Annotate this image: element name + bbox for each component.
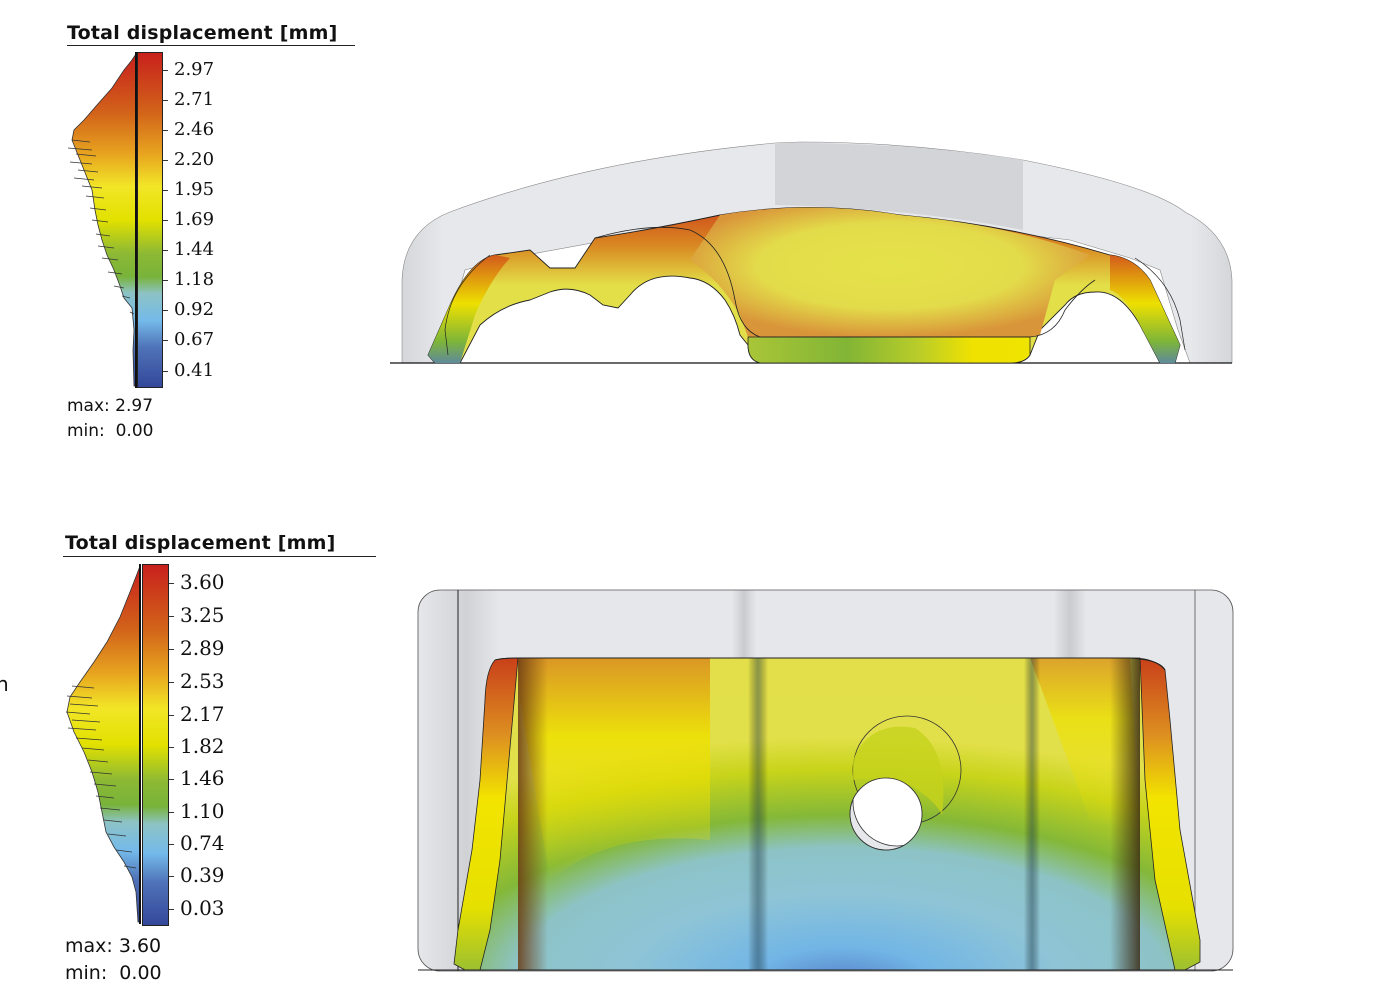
tick-label: 2.46	[174, 119, 215, 140]
right-leg	[1110, 255, 1180, 363]
colorbar	[142, 564, 169, 926]
tick-label: 0.03	[180, 896, 225, 920]
tick	[163, 250, 168, 251]
tick	[169, 682, 174, 683]
tick-label: 3.25	[180, 603, 225, 627]
tick-label: 2.71	[174, 89, 215, 110]
front-view-model	[390, 141, 1233, 364]
tick-label: 1.46	[180, 766, 225, 790]
tick-label: 3.60	[180, 570, 225, 594]
center-region	[690, 207, 1090, 337]
tick-label: 1.18	[174, 269, 215, 290]
tick	[169, 812, 174, 813]
tick	[169, 715, 174, 716]
tick-label: 0.67	[174, 329, 215, 350]
tick-label: 1.69	[174, 209, 215, 230]
tick-label: 2.20	[174, 149, 215, 170]
tick	[163, 70, 168, 71]
tick	[169, 876, 174, 877]
tick-label: 0.92	[174, 299, 215, 320]
tick-label: 0.74	[180, 831, 225, 855]
tick	[169, 747, 174, 748]
tick-label: 2.89	[180, 636, 225, 660]
bottom-band	[747, 336, 1031, 364]
tick	[163, 100, 168, 101]
tick	[169, 616, 174, 617]
legend-title: Total displacement [mm]	[67, 22, 338, 44]
tick	[169, 583, 174, 584]
tick	[169, 779, 174, 780]
tick-label: 1.10	[180, 799, 225, 823]
max-value: max: 3.60	[65, 935, 162, 957]
clipped-text-fragment: n	[0, 672, 9, 696]
max-value: max: 2.97	[67, 396, 154, 416]
distribution-histogram	[67, 52, 137, 388]
left-leg	[428, 255, 510, 363]
legend-title-underline	[67, 45, 355, 46]
tick	[163, 220, 168, 221]
tick-label: 1.44	[174, 239, 215, 260]
tick	[163, 160, 168, 161]
tick	[163, 280, 168, 281]
legend-title-underline	[63, 556, 376, 557]
tick	[163, 310, 168, 311]
tick-label: 0.39	[180, 863, 225, 887]
tick-label: 2.53	[180, 669, 225, 693]
colorbar	[137, 52, 163, 388]
tick	[169, 649, 174, 650]
tick-label: 1.95	[174, 179, 215, 200]
distribution-histogram	[65, 564, 141, 924]
tick-label: 2.97	[174, 59, 215, 80]
nominal-shell	[401, 141, 1233, 364]
tick	[169, 909, 174, 910]
tick	[163, 340, 168, 341]
top-view-model	[417, 589, 1234, 972]
tick	[163, 190, 168, 191]
min-value: min: 0.00	[67, 421, 154, 441]
legend-title: Total displacement [mm]	[65, 532, 336, 554]
tick	[169, 844, 174, 845]
tick-label: 2.17	[180, 702, 225, 726]
tick	[163, 371, 168, 372]
tick	[163, 130, 168, 131]
shell-center-band	[775, 142, 1023, 230]
tick-label: 1.82	[180, 734, 225, 758]
tick-label: 0.41	[174, 360, 215, 381]
min-value: min: 0.00	[65, 962, 162, 984]
